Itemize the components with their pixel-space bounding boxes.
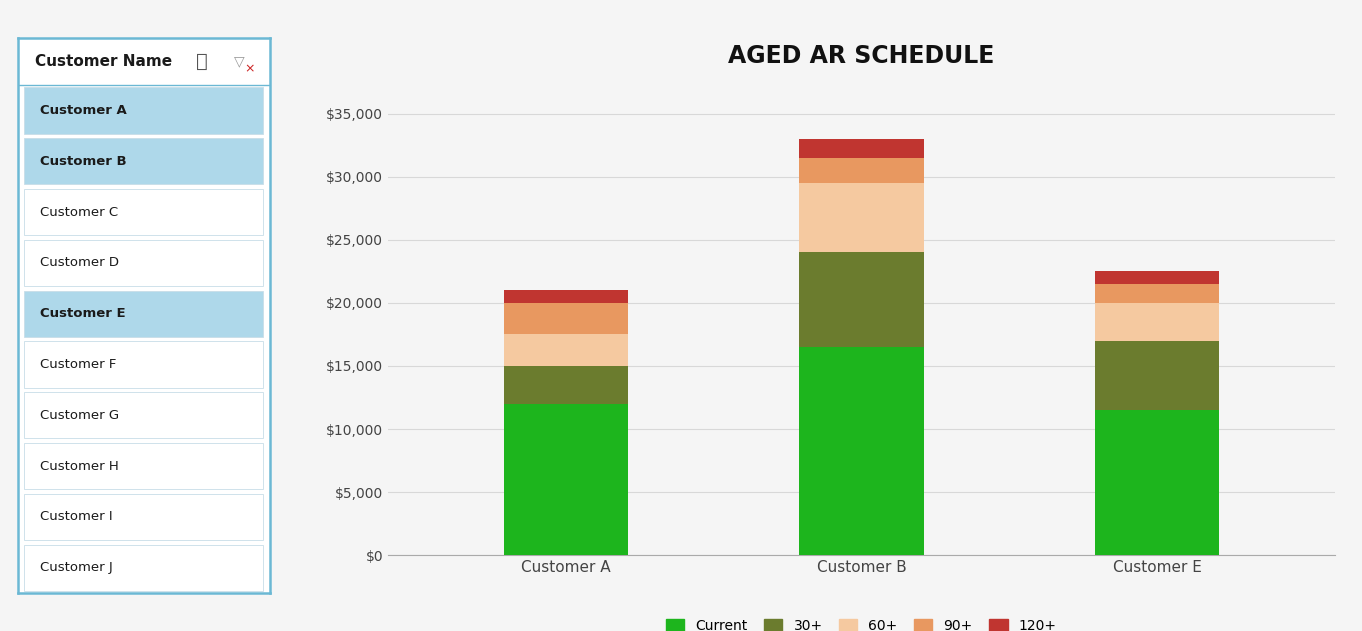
FancyBboxPatch shape (25, 392, 263, 439)
Bar (799, 252, 923, 347)
Bar (1095, 284, 1219, 303)
FancyBboxPatch shape (25, 341, 263, 387)
Bar (799, 183, 923, 252)
Bar (1095, 341, 1219, 410)
FancyBboxPatch shape (25, 87, 263, 134)
Text: Customer I: Customer I (41, 510, 113, 524)
Bar (504, 366, 628, 404)
Text: ×: × (244, 62, 255, 75)
Title: AGED AR SCHEDULE: AGED AR SCHEDULE (729, 44, 994, 68)
Text: Customer C: Customer C (41, 206, 118, 218)
Bar (799, 158, 923, 183)
Bar (1095, 303, 1219, 341)
Text: Customer G: Customer G (41, 409, 120, 422)
Text: Customer E: Customer E (41, 307, 127, 320)
FancyBboxPatch shape (25, 240, 263, 286)
Text: Customer B: Customer B (41, 155, 127, 168)
FancyBboxPatch shape (25, 493, 263, 540)
Text: Customer Name: Customer Name (35, 54, 173, 69)
FancyBboxPatch shape (25, 189, 263, 235)
Bar (1095, 410, 1219, 555)
Text: Customer F: Customer F (41, 358, 117, 371)
FancyBboxPatch shape (25, 290, 263, 337)
Bar (504, 404, 628, 555)
Bar (799, 139, 923, 158)
Bar (504, 334, 628, 366)
Text: ▽: ▽ (234, 54, 245, 68)
Bar (1095, 271, 1219, 284)
Legend: Current, 30+, 60+, 90+, 120+: Current, 30+, 60+, 90+, 120+ (661, 613, 1062, 631)
Bar (504, 303, 628, 334)
Bar (799, 347, 923, 555)
FancyBboxPatch shape (25, 138, 263, 184)
Text: ⌶: ⌶ (196, 52, 207, 71)
Text: Customer H: Customer H (41, 459, 118, 473)
Text: Customer D: Customer D (41, 256, 120, 269)
Text: Customer A: Customer A (41, 104, 127, 117)
Text: Customer J: Customer J (41, 561, 113, 574)
FancyBboxPatch shape (25, 545, 263, 591)
FancyBboxPatch shape (25, 443, 263, 489)
Bar (504, 290, 628, 303)
